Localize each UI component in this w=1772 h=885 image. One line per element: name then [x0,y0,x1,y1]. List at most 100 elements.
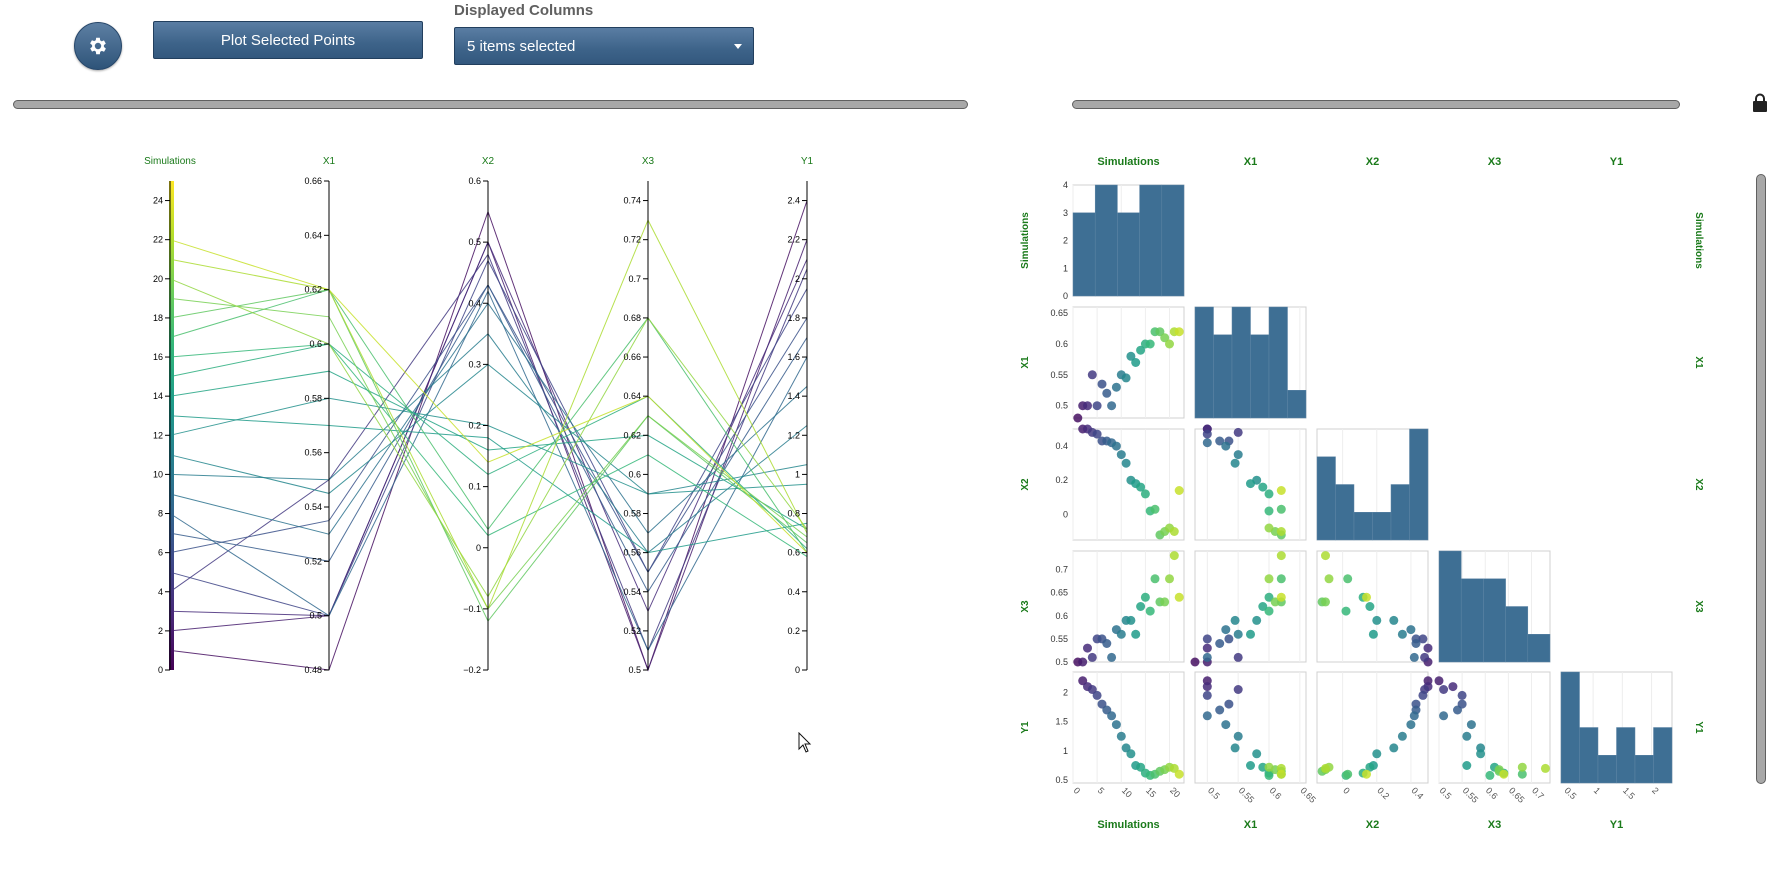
sm-hist-bar [1505,606,1529,663]
sm-hist-bar [1460,578,1484,663]
right-panel-vertical-scrollbar[interactable] [1756,174,1766,784]
sm-y-tick-label: 2 [1063,236,1068,246]
displayed-columns-select[interactable]: 5 items selected [454,27,754,65]
pc-tick-label: 2.2 [787,235,800,245]
sm-point [1202,652,1212,662]
sm-point [1343,769,1353,779]
sm-point [1230,458,1240,468]
sm-point [1409,652,1419,662]
sm-y-tick-label: 0.6 [1055,611,1068,621]
sm-x-tick-label: 1.5 [1621,785,1637,801]
sm-y-tick-label: 0.4 [1055,441,1068,451]
pc-tick-label: 0.58 [304,393,322,403]
sm-point [1233,652,1243,662]
sm-point [1439,711,1449,721]
sm-point [1165,574,1174,584]
sm-point [1420,652,1430,662]
sm-hist-bar [1616,727,1636,784]
sm-point [1453,705,1462,715]
sm-point [1462,761,1472,770]
sm-point [1466,720,1476,730]
sm-point [1150,504,1160,514]
sm-y-tick-label: 0.5 [1055,401,1068,411]
sm-point [1202,643,1212,653]
sm-hist-bar [1390,484,1410,541]
sm-column-title-top: Y1 [1610,156,1623,168]
sm-y-tick-label: 0 [1063,291,1068,301]
sm-point [1111,382,1121,392]
sm-hist-bar [1409,428,1429,541]
sm-row-title-left: X2 [1020,478,1031,491]
sm-point [1324,574,1334,584]
sm-point [1083,643,1092,653]
sm-point [1092,401,1102,411]
sm-point [1073,413,1083,423]
pc-tick-label: 1.2 [787,430,800,440]
sm-point [1097,379,1107,389]
sm-x-tick-label: 0.5 [1563,785,1579,801]
pc-tick-label: 0.6 [309,339,322,349]
pc-tick-label: −0.2 [463,665,481,675]
sm-hist-bar [1527,634,1551,663]
sm-point [1092,429,1102,439]
sm-hist-bar [1438,550,1462,663]
sm-point [1409,711,1419,721]
sm-y-tick-label: 0.5 [1055,775,1068,785]
sm-point [1264,489,1274,499]
pc-tick-label: 0.74 [623,196,641,206]
sm-x-tick-label: 0.65 [1298,785,1317,804]
sm-point [1107,652,1117,662]
sm-point [1190,657,1200,667]
sm-point [1145,339,1155,349]
sm-point [1397,731,1407,741]
pc-tick-label: 0.8 [787,509,800,519]
sm-point [1131,629,1141,639]
sm-point [1169,527,1179,536]
sm-column-title-top: Simulations [1097,156,1159,168]
pc-tick-label: 0.48 [304,665,322,675]
sm-hist-bar [1560,671,1580,784]
sm-row-title-right: Y1 [1693,721,1704,734]
sm-hist-bar [1161,184,1185,297]
right-panel-horizontal-scrollbar[interactable] [1072,100,1680,109]
sm-x-tick-label: 0.2 [1375,785,1391,801]
sm-point [1517,769,1527,779]
pc-tick-label: 0.54 [304,502,322,512]
sm-point [1264,770,1274,780]
sm-hist-bar [1353,512,1373,541]
sm-column-title-bottom: X1 [1244,819,1257,831]
pc-tick-label: 0 [158,665,163,675]
sm-point [1264,574,1274,584]
sm-point [1230,615,1240,625]
sm-row-title-right: Simulations [1693,212,1704,269]
sm-point [1246,479,1255,489]
sm-row-title-left: X1 [1020,356,1031,369]
sm-point [1411,639,1421,648]
pc-tick-label: 0.54 [623,587,641,597]
sm-point [1102,639,1112,648]
lock-icon[interactable] [1752,93,1768,113]
sm-hist-bar [1579,727,1599,784]
pc-tick-label: 0.56 [623,548,641,558]
sm-point [1368,629,1378,639]
sm-x-tick-label: 0.6 [1484,785,1500,801]
parallel-coordinates-chart[interactable]: Simulations024681012141618202224X10.480.… [0,0,960,700]
pc-tick-label: 0.62 [304,285,322,295]
sm-point [1462,731,1472,741]
sm-point [1341,606,1351,616]
sm-point [1107,711,1117,721]
sm-y-tick-label: 0.65 [1050,308,1068,318]
sm-column-title-bottom: Y1 [1610,819,1623,831]
sm-column-title-bottom: X3 [1488,819,1501,831]
sm-point [1276,574,1286,584]
sm-hist-bar [1634,755,1654,784]
sm-hist-bar [1250,334,1270,419]
left-panel-horizontal-scrollbar[interactable] [13,100,968,109]
settings-button[interactable] [74,22,122,70]
sm-point [1092,690,1102,700]
sm-column-title-top: X1 [1244,156,1257,168]
gear-icon [90,37,106,55]
plot-selected-points-button[interactable]: Plot Selected Points [153,21,423,59]
sm-point [1160,333,1170,343]
